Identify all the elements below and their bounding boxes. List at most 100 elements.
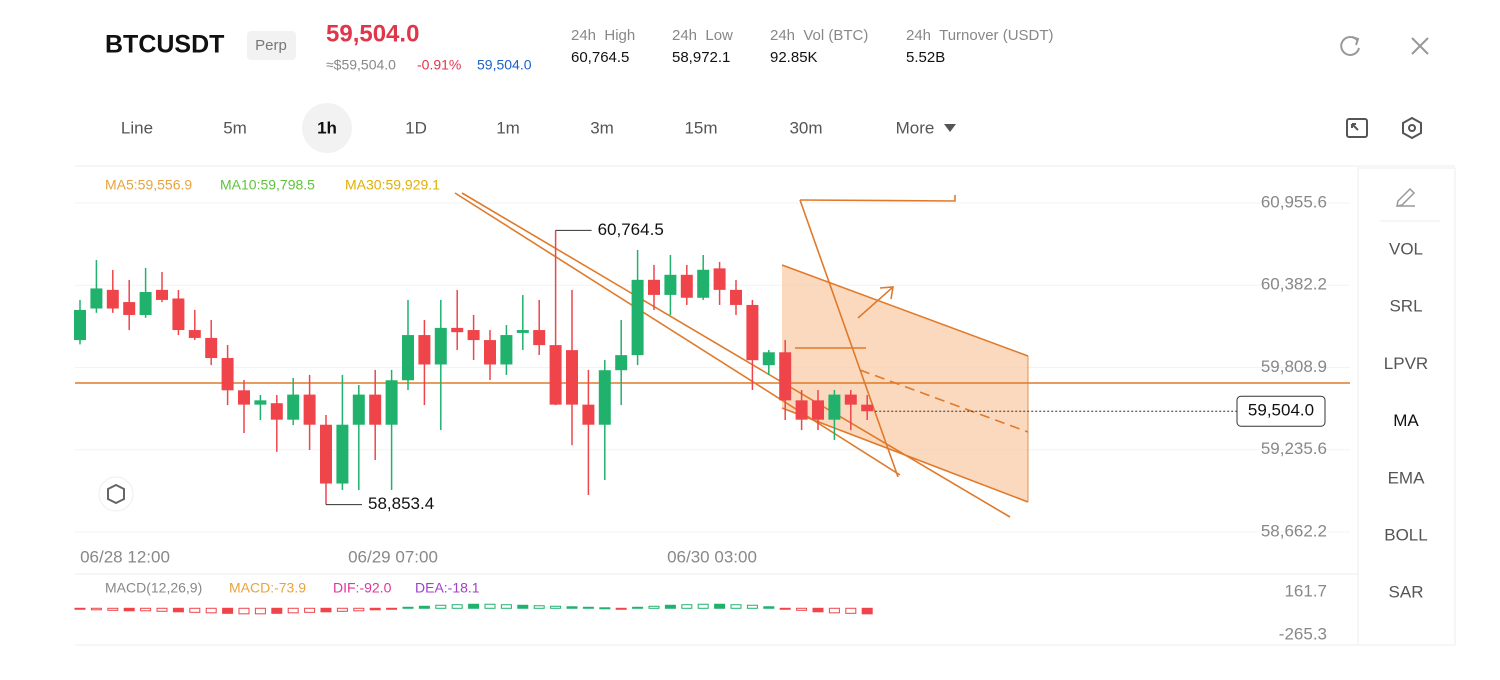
timeframe-tab[interactable]: 15m — [684, 118, 717, 137]
macd-bar — [320, 607, 332, 613]
candle-body — [172, 298, 185, 331]
indicator[interactable]: EMA — [1388, 468, 1426, 487]
timeframes: Line 5m 1h 1D 1m 3m 15m 30m — [121, 118, 823, 137]
candle-body — [303, 394, 316, 425]
stat-label: 24h Low — [672, 27, 733, 44]
timeframe-tab[interactable]: 5m — [223, 118, 247, 137]
y-tick-label: 59,808.9 — [1261, 357, 1327, 376]
last-price-label[interactable]: 59,504.0 — [1248, 401, 1314, 420]
low-marker-label: 58,853.4 — [368, 494, 434, 513]
change: -0.91% — [417, 57, 461, 73]
price: 59,504.0 — [326, 20, 419, 47]
candle-body — [861, 404, 874, 412]
candle-body — [336, 424, 349, 484]
timeframe-tab[interactable]: 30m — [789, 118, 822, 137]
macd-tick-label: -265.3 — [1279, 624, 1327, 643]
stat-value: 5.52B — [906, 49, 945, 66]
more-caret — [944, 124, 956, 132]
candle-body — [680, 274, 693, 298]
candle-body — [844, 394, 857, 405]
macd-bar — [828, 607, 840, 614]
candle-body — [812, 400, 824, 420]
layout-icon[interactable] — [1346, 118, 1368, 138]
macd-bar — [369, 607, 381, 611]
candle-body — [254, 400, 267, 405]
draw-icon[interactable] — [1396, 187, 1416, 207]
macd-tick-label: 161.7 — [1284, 581, 1327, 600]
mark-price: 59,504.0 — [477, 57, 532, 73]
macd-bar — [632, 606, 644, 609]
macd-bar — [746, 604, 758, 609]
indicator[interactable]: SRL — [1389, 297, 1422, 316]
macd-bar — [484, 603, 496, 609]
timeframe-tab[interactable]: Line — [121, 118, 153, 137]
x-tick-label: 06/29 07:00 — [348, 547, 438, 566]
candle-body — [779, 352, 792, 401]
macd-bar — [861, 607, 873, 615]
macd-bar — [681, 604, 693, 609]
trend-line — [461, 192, 1011, 518]
tag: Perp — [255, 37, 287, 54]
symbol[interactable]: BTCUSDT — [105, 31, 224, 59]
macd-legend: DEA:-18.1 — [415, 580, 480, 596]
macd-bar — [697, 603, 709, 609]
candle-body — [746, 304, 759, 361]
timeframe-tab[interactable]: 1h — [317, 118, 337, 137]
candle-body — [730, 289, 742, 305]
macd-bar — [763, 606, 775, 609]
macd-bar — [271, 607, 283, 614]
macd-legend: MACD:-73.9 — [229, 580, 306, 596]
refresh-icon[interactable] — [1340, 35, 1360, 56]
candle-body — [500, 335, 513, 365]
indicator[interactable]: BOLL — [1384, 525, 1427, 544]
stat-value: 58,972.1 — [672, 49, 730, 66]
candle-body — [598, 370, 611, 425]
drawings — [75, 192, 1350, 518]
macd-bar — [90, 607, 102, 611]
high-marker-label: 60,764.5 — [598, 220, 664, 239]
candle-body — [434, 327, 447, 365]
candle-body — [484, 340, 496, 365]
macd-bar — [336, 607, 348, 612]
candle-body — [270, 403, 283, 420]
candle-body — [74, 309, 86, 341]
macd-bar — [107, 607, 119, 611]
macd-bar — [599, 607, 611, 610]
indicator[interactable]: MA — [1393, 411, 1419, 430]
macd-bar — [418, 605, 430, 609]
close-icon[interactable] — [1411, 37, 1429, 55]
tag-bg — [247, 31, 296, 60]
candle-body — [697, 269, 710, 298]
macd-bar — [730, 604, 742, 609]
macd-bar — [582, 606, 594, 609]
macd-bar — [353, 607, 365, 612]
macd-bar — [533, 605, 545, 609]
indicator[interactable]: LPVR — [1384, 354, 1428, 373]
candle-body — [123, 302, 136, 315]
settings-icon[interactable] — [1402, 116, 1422, 140]
timeframe-tab[interactable]: 1m — [496, 118, 520, 137]
macd-bar — [517, 604, 529, 609]
candle-body — [402, 335, 414, 381]
timeframe-tab[interactable]: 1D — [405, 118, 427, 137]
trend-line — [454, 192, 901, 476]
candle-body — [156, 289, 168, 300]
candle-body — [320, 424, 332, 484]
candle-body — [664, 274, 677, 295]
indicator-panel — [1357, 167, 1456, 646]
candle-body — [631, 279, 644, 356]
macd-bar — [566, 606, 578, 609]
macd-bar — [845, 607, 857, 614]
trend-line — [799, 199, 899, 478]
candle-body — [188, 330, 201, 338]
more-button[interactable]: More — [896, 118, 935, 137]
x-tick-label: 06/30 03:00 — [667, 547, 757, 566]
indicator[interactable]: SAR — [1389, 583, 1424, 602]
indicator[interactable]: VOL — [1389, 239, 1423, 258]
macd-bar — [402, 606, 414, 609]
stat-label: 24h Vol (BTC) — [770, 27, 868, 44]
timeframe-tab[interactable]: 3m — [590, 118, 614, 137]
logo — [98, 476, 134, 512]
dashed-line — [859, 369, 1029, 433]
macd-bar — [550, 605, 562, 609]
